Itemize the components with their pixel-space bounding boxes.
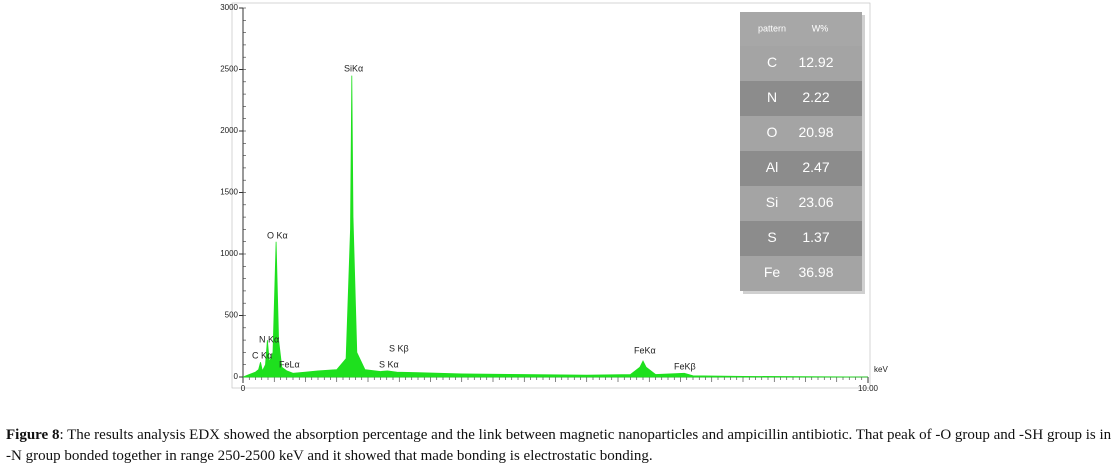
peak-label: C Kα <box>252 350 272 360</box>
x-axis-label: keV <box>874 365 888 374</box>
table-cell: Al <box>766 159 778 175</box>
peak-label: SiKα <box>344 63 363 73</box>
table-header: pattern <box>758 23 786 33</box>
y-tick-label: 0 <box>234 372 239 381</box>
peak-label: S Kα <box>379 359 399 369</box>
peak-label: FeKα <box>634 345 656 355</box>
table-cell: C <box>767 54 777 70</box>
table-cell: 2.22 <box>802 89 829 105</box>
y-tick-label: 500 <box>225 311 239 320</box>
table-cell: 20.98 <box>798 124 833 140</box>
table-cell: 2.47 <box>802 159 829 175</box>
peak-label: FeKβ <box>674 361 696 371</box>
caption-text: : The results analysis EDX showed the ab… <box>6 427 1112 464</box>
table-cell: 1.37 <box>802 229 829 245</box>
table-row-bg <box>740 221 862 256</box>
table-cell: Fe <box>764 264 781 280</box>
caption-label: Figure 8 <box>6 427 60 443</box>
x-tick-label: 0 <box>241 384 246 393</box>
table-cell: S <box>767 229 776 245</box>
y-tick-label: 2000 <box>220 126 238 135</box>
table-row-bg <box>740 81 862 116</box>
peak-label: N Kα <box>259 334 279 344</box>
table-row-bg <box>740 186 862 221</box>
plot-frame <box>231 2 871 389</box>
table-cell: N <box>767 89 777 105</box>
table-row-bg <box>740 116 862 151</box>
peak-label: O Kα <box>267 230 288 240</box>
y-tick-label: 1000 <box>220 249 238 258</box>
table-cell: 12.92 <box>798 54 833 70</box>
y-tick-label: 1500 <box>220 188 238 197</box>
peak-label: FeLα <box>279 359 300 369</box>
y-tick-label: 3000 <box>220 3 238 12</box>
peak-label: S Kβ <box>389 343 409 353</box>
caption: Figure 8: The results analysis EDX showe… <box>6 425 1114 467</box>
spectrum <box>242 75 869 378</box>
table-cell: O <box>767 124 778 140</box>
chart: 0 500 1000 1500 2000 2500 3000 0 10.00 keV C Kα N K… <box>220 2 888 393</box>
table-row-bg <box>740 151 862 186</box>
x-tick-label: 10.00 <box>858 384 879 393</box>
table-cell: 23.06 <box>798 194 833 210</box>
table-row-bg <box>740 256 862 291</box>
y-tick-label: 2500 <box>220 65 238 74</box>
table-cell: 36.98 <box>798 264 833 280</box>
table-row-bg <box>740 46 862 81</box>
table-header: W% <box>812 23 829 33</box>
table-cell: Si <box>766 194 778 210</box>
table-header-bg <box>740 12 862 46</box>
